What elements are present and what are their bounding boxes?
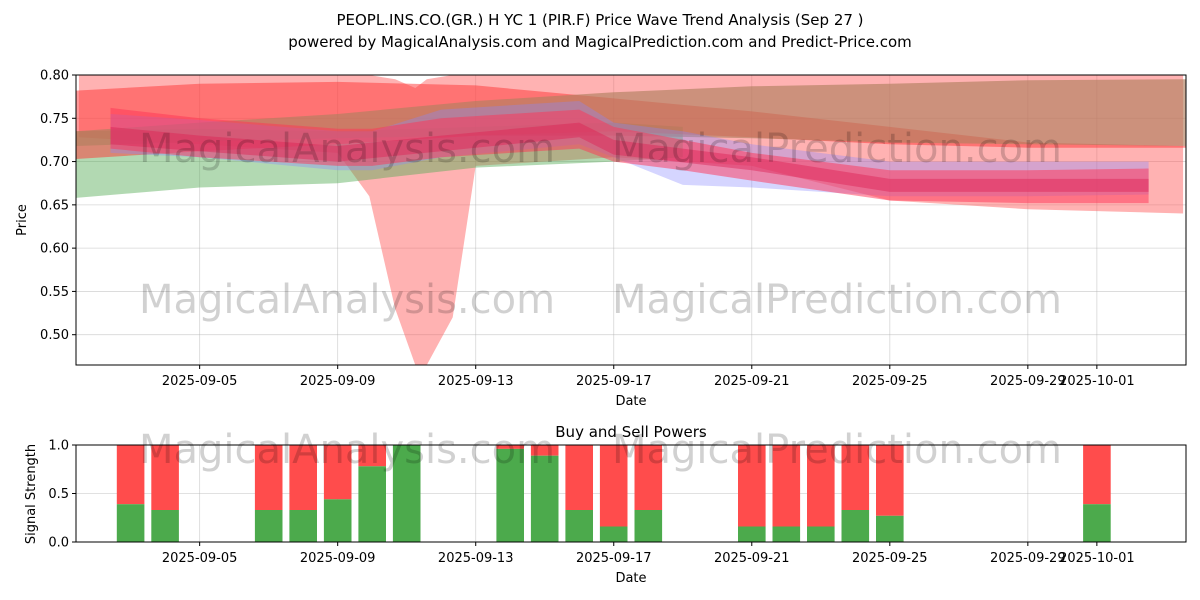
buy-bar-6 [392,445,421,542]
wave-band-5 [110,107,1149,204]
wave-band-6 [110,122,1149,192]
price-watermarks: MagicalAnalysis.com MagicalPrediction.com… [139,126,1062,323]
signal-watermark-0: MagicalAnalysis.com [139,427,555,473]
buy-bar-14 [807,526,835,542]
sell-bar-16 [876,445,904,516]
price-y-tick-4: 0.70 [40,155,69,170]
signal-x-tick-6: 2025-09-29 [990,551,1066,566]
signal-x-tick-5: 2025-09-25 [852,551,928,566]
buy-bar-0 [116,504,145,542]
price-y-label: Price [15,204,30,236]
signal-x-tick-4: 2025-09-21 [714,551,790,566]
price-y-tick-6: 0.80 [40,69,69,84]
buy-bar-3 [289,510,317,542]
signal-y-ticks: 0.0 0.5 1.0 [48,439,76,551]
signal-y-tick-2: 1.0 [48,439,69,454]
buy-bar-11 [634,510,663,542]
price-plot-frame [75,74,1187,366]
buy-bar-15 [841,510,870,542]
chart-subtitle: powered by MagicalAnalysis.com and Magic… [288,33,912,51]
signal-x-ticks: 2025-09-05 2025-09-09 2025-09-13 2025-09-17… [162,542,1135,566]
price-x-tick-5: 2025-09-25 [852,374,928,389]
sell-bar-15 [841,445,870,510]
sell-bar-2 [254,445,283,510]
sell-bar-8 [530,445,559,456]
buy-bar-9 [565,510,593,542]
signal-bars [116,445,1111,542]
signal-watermarks: MagicalAnalysis.com MagicalPrediction.com [139,427,1062,473]
sell-bar-13 [772,445,801,527]
sell-bar-17 [1083,445,1111,505]
price-top-watermark-1: MagicalPrediction.com [612,126,1062,172]
price-x-tick-6: 2025-09-29 [990,374,1066,389]
sell-bar-11 [634,445,663,510]
buy-bar-4 [323,499,352,542]
signal-x-tick-0: 2025-09-05 [162,551,238,566]
signal-x-tick-7: 2025-10-01 [1059,551,1135,566]
buy-bar-17 [1083,504,1111,542]
sell-bar-5 [358,445,386,467]
signal-y-label: Signal Strength [24,444,39,544]
price-x-tick-0: 2025-09-05 [162,374,238,389]
buy-bar-1 [151,510,179,542]
price-y-tick-5: 0.75 [40,112,69,127]
price-y-tick-0: 0.50 [40,328,69,343]
signal-x-tick-3: 2025-09-17 [576,551,652,566]
sell-bar-3 [289,445,317,510]
price-y-ticks: 0.50 0.55 0.60 0.65 0.70 0.75 0.80 [40,69,76,343]
price-x-tick-2: 2025-09-13 [438,374,514,389]
sell-bar-10 [599,445,628,527]
buy-bar-16 [876,515,904,542]
signal-x-tick-1: 2025-09-09 [300,551,376,566]
signal-chart-title: Buy and Sell Powers [555,423,707,441]
signal-x-label: Date [615,571,646,586]
sell-bar-1 [151,445,179,510]
buy-bar-2 [254,510,283,542]
sell-bar-9 [565,445,593,510]
sell-bar-7 [496,445,524,449]
buy-bar-8 [530,455,559,542]
price-bottom-watermark-0: MagicalAnalysis.com [139,277,555,323]
price-bottom-watermark-1: MagicalPrediction.com [612,277,1062,323]
price-wave-bands [76,75,1186,365]
price-y-tick-3: 0.65 [40,198,69,213]
buy-bar-7 [496,448,524,542]
price-x-tick-3: 2025-09-17 [576,374,652,389]
price-x-tick-7: 2025-10-01 [1059,374,1135,389]
chart-title: PEOPL.INS.CO.(GR.) H YC 1 (PIR.F) Price … [336,11,863,29]
sell-bar-4 [323,445,352,500]
signal-y-tick-0: 0.0 [48,536,69,551]
price-y-tick-1: 0.55 [40,285,69,300]
buy-bar-10 [599,526,628,542]
signal-y-tick-1: 0.5 [48,487,69,502]
price-x-tick-1: 2025-09-09 [300,374,376,389]
price-x-ticks: 2025-09-05 2025-09-09 2025-09-13 2025-09-17… [162,365,1135,389]
price-top-watermark-0: MagicalAnalysis.com [139,126,555,172]
buy-bar-5 [358,466,386,542]
sell-bar-0 [116,445,145,505]
buy-bar-12 [738,526,766,542]
price-y-tick-2: 0.60 [40,242,69,257]
price-x-label: Date [615,394,646,409]
price-x-tick-4: 2025-09-21 [714,374,790,389]
buy-bar-13 [772,526,801,542]
signal-watermark-1: MagicalPrediction.com [612,427,1062,473]
sell-bar-14 [807,445,835,527]
sell-bar-12 [738,445,766,527]
signal-x-tick-2: 2025-09-13 [438,551,514,566]
